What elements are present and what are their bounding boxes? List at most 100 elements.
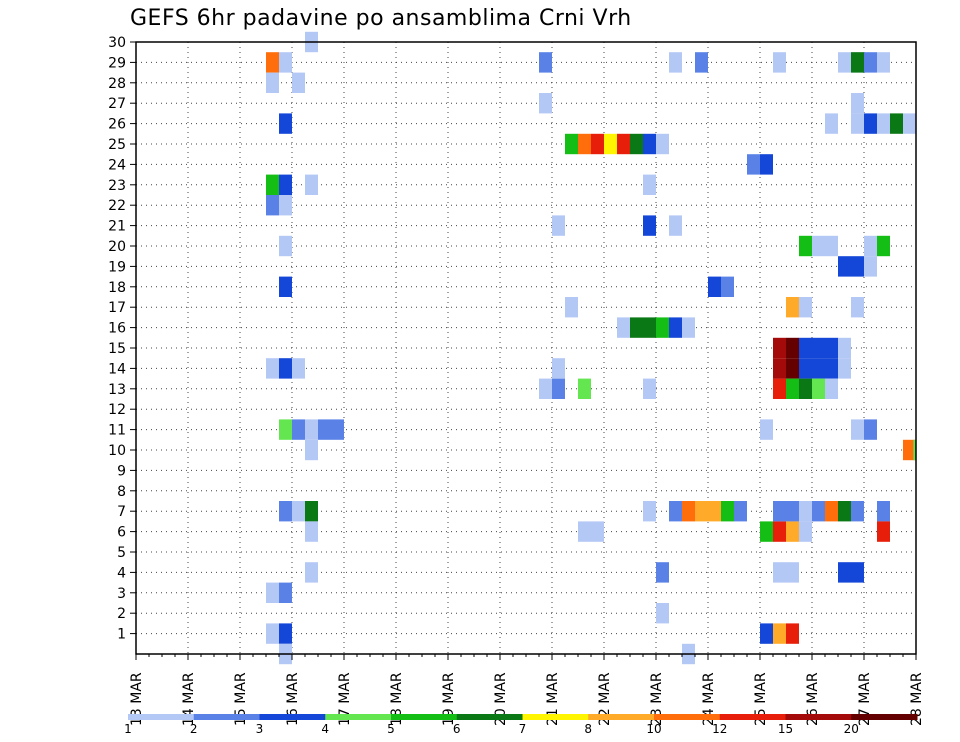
heatmap-cell xyxy=(825,378,838,399)
heatmap-cell xyxy=(760,521,773,542)
heatmap-cell xyxy=(305,501,318,522)
y-tick-label: 14 xyxy=(108,361,126,377)
colorbar-label: 5 xyxy=(387,722,395,736)
heatmap-cell xyxy=(812,337,825,359)
heatmap-cell xyxy=(656,562,669,583)
x-tick-label: 17 MAR xyxy=(337,672,353,726)
heatmap-cell xyxy=(773,52,786,73)
heatmap-cell xyxy=(279,113,292,134)
y-tick-label: 15 xyxy=(108,341,126,357)
heatmap-cell xyxy=(708,276,721,297)
heatmap-cell xyxy=(825,235,838,257)
y-tick-label: 16 xyxy=(108,321,126,337)
heatmap-cell xyxy=(578,521,591,542)
heatmap-cell xyxy=(292,501,305,522)
x-tick-label: 25 MAR xyxy=(753,672,769,726)
y-tick-label: 4 xyxy=(117,565,126,581)
heatmap-cell xyxy=(864,235,877,257)
heatmap-cell xyxy=(851,501,864,522)
heatmap-cell xyxy=(799,235,812,257)
colorbar-segment xyxy=(719,714,786,720)
heatmap-cell xyxy=(643,317,656,338)
cells-layer xyxy=(266,31,916,665)
x-tick-label: 16 MAR xyxy=(285,672,301,726)
heatmap-cell xyxy=(786,337,799,359)
heatmap-cell xyxy=(786,521,799,542)
x-tick-label: 26 MAR xyxy=(805,672,821,726)
heatmap-cell xyxy=(773,501,786,522)
y-tick-label: 24 xyxy=(108,157,126,173)
heatmap-cell xyxy=(266,52,279,73)
heatmap-cell xyxy=(760,623,773,644)
heatmap-cell xyxy=(643,215,656,236)
heatmap-cell xyxy=(773,337,786,359)
heatmap-cell xyxy=(292,419,305,440)
heatmap-cell xyxy=(643,133,656,155)
y-tick-label: 19 xyxy=(108,259,126,275)
heatmap-cell xyxy=(760,154,773,175)
heatmap-cell xyxy=(864,256,877,277)
heatmap-cell xyxy=(643,174,656,195)
heatmap-cell xyxy=(877,235,890,257)
colorbar-segment xyxy=(456,714,523,720)
heatmap-cell xyxy=(838,52,851,73)
heatmap-cell xyxy=(786,378,799,399)
y-tick-label: 1 xyxy=(117,627,126,643)
colorbar-segment xyxy=(785,714,852,720)
heatmap-cell xyxy=(760,419,773,440)
heatmap-cell xyxy=(773,562,786,583)
colorbar-label: 4 xyxy=(321,722,329,736)
heatmap-cell xyxy=(903,439,916,461)
x-tick-label: 19 MAR xyxy=(441,672,457,726)
heatmap-cell xyxy=(279,501,292,522)
y-tick-label: 17 xyxy=(108,300,126,316)
colorbar-label: 1 xyxy=(124,722,132,736)
heatmap-cell xyxy=(305,439,318,461)
x-tick-label: 22 MAR xyxy=(597,672,613,726)
heatmap-cell xyxy=(266,582,279,603)
y-tick-label: 28 xyxy=(108,76,126,92)
heatmap-cell xyxy=(838,256,851,277)
colorbar-segment xyxy=(128,714,195,720)
heatmap-cell xyxy=(279,582,292,603)
heatmap-cell xyxy=(630,317,643,338)
heatmap-cell xyxy=(318,419,331,440)
heatmap-cell xyxy=(838,562,851,583)
heatmap-cell xyxy=(539,93,552,114)
colorbar-label: 3 xyxy=(256,722,264,736)
heatmap-cell xyxy=(773,378,786,399)
heatmap-cell xyxy=(630,133,643,155)
heatmap-cell xyxy=(266,195,279,216)
y-tick-label: 6 xyxy=(117,525,126,541)
y-tick-label: 23 xyxy=(108,178,126,194)
heatmap-cell xyxy=(864,52,877,73)
heatmap-cell xyxy=(799,378,812,399)
heatmap-cell xyxy=(682,501,695,522)
heatmap-cell xyxy=(838,358,851,379)
heatmap-cell xyxy=(890,113,903,134)
heatmap-cell xyxy=(279,623,292,644)
axes-layer: 1234567891011121314151617181920212223242… xyxy=(108,35,925,726)
heatmap-cell xyxy=(305,562,318,583)
y-tick-label: 29 xyxy=(108,55,126,71)
colorbar-segment xyxy=(391,714,458,720)
heatmap-cell xyxy=(812,358,825,379)
x-tick-label: 21 MAR xyxy=(545,672,561,726)
y-tick-label: 21 xyxy=(108,219,126,235)
heatmap-cell xyxy=(812,235,825,257)
heatmap-cell xyxy=(331,419,344,440)
colorbar-segment xyxy=(654,714,721,720)
heatmap-cell xyxy=(734,501,747,522)
heatmap-cell xyxy=(292,358,305,379)
heatmap-cell xyxy=(838,337,851,359)
heatmap-cell xyxy=(786,297,799,318)
heatmap-cell xyxy=(851,93,864,114)
heatmap-cell xyxy=(565,133,578,155)
heatmap-cell xyxy=(279,174,292,195)
heatmap-cell xyxy=(903,113,916,134)
heatmap-cell xyxy=(786,501,799,522)
colorbar-segment xyxy=(259,714,326,720)
heatmap-cell xyxy=(643,378,656,399)
colorbar-label: 20 xyxy=(844,722,859,736)
